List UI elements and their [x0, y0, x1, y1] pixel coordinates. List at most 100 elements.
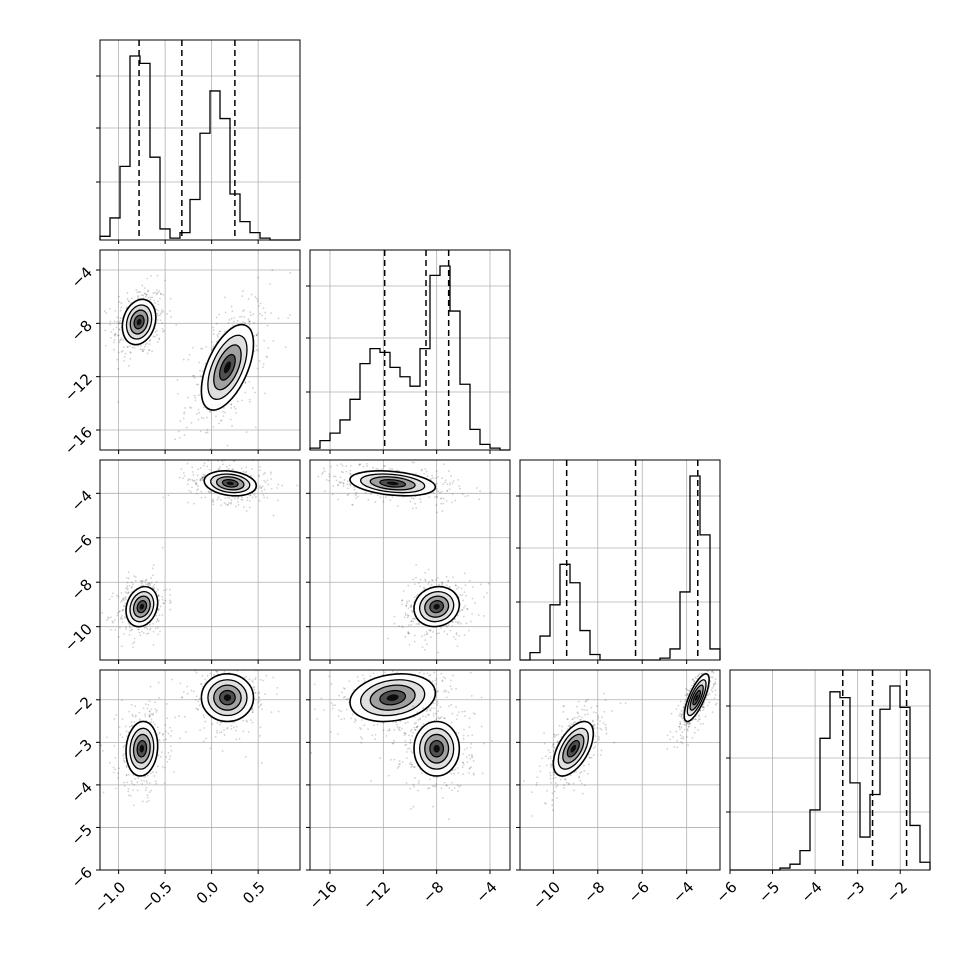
sample-point: [574, 721, 576, 723]
sample-point: [230, 648, 232, 650]
sample-point: [142, 579, 144, 582]
sample-point: [699, 709, 702, 712]
sample-point: [448, 483, 451, 486]
sample-point: [572, 782, 575, 785]
sample-point: [410, 497, 413, 500]
sample-point: [281, 484, 284, 487]
sample-point: [436, 702, 439, 705]
sample-point: [604, 699, 607, 702]
sample-point: [414, 618, 417, 620]
sample-point: [568, 724, 571, 727]
sample-point: [688, 722, 690, 724]
sample-point: [242, 290, 244, 292]
sample-point: [165, 730, 167, 733]
sample-point: [353, 721, 356, 724]
sample-point: [361, 674, 364, 677]
sample-point: [466, 607, 469, 610]
sample-point: [149, 714, 152, 717]
sample-point: [415, 726, 418, 729]
sample-point: [396, 723, 398, 726]
sample-point: [145, 579, 148, 582]
sample-point: [435, 470, 438, 473]
sample-point: [440, 502, 443, 505]
sample-point: [107, 617, 110, 620]
sample-point: [383, 465, 385, 467]
sample-point: [166, 717, 169, 720]
sample-point: [427, 787, 429, 790]
sample-point: [144, 345, 146, 348]
contour-0-4: [570, 744, 577, 753]
sample-point: [411, 763, 413, 766]
sample-point: [277, 499, 279, 502]
sample-point: [441, 797, 444, 799]
sample-point: [413, 726, 416, 729]
sample-point: [195, 695, 198, 698]
sample-point: [174, 438, 176, 441]
sample-point: [257, 701, 259, 704]
sample-point: [440, 672, 443, 675]
panel-frame-3-3: [729, 669, 931, 871]
sample-point: [158, 697, 160, 699]
sample-point: [443, 463, 445, 466]
sample-point: [130, 780, 133, 783]
sample-point: [407, 607, 410, 610]
sample-point: [355, 497, 358, 500]
sample-point: [262, 473, 265, 475]
sample-point: [118, 626, 121, 629]
sample-point: [477, 614, 480, 617]
sample-point: [349, 483, 352, 486]
sample-point: [266, 356, 268, 359]
sample-point: [228, 319, 231, 321]
sample-point: [228, 464, 231, 467]
sample-point: [432, 646, 434, 648]
sample-point: [465, 594, 467, 597]
sample-point: [197, 394, 200, 397]
sample-point: [425, 633, 428, 636]
sample-point: [122, 608, 125, 611]
sample-point: [112, 621, 115, 624]
sample-point: [458, 785, 461, 788]
sample-point: [165, 738, 168, 741]
sample-point: [198, 697, 201, 700]
sample-point: [681, 717, 684, 720]
sample-point: [182, 417, 185, 420]
sample-point: [248, 664, 250, 666]
scatter-panel-1-0: [96, 249, 301, 454]
sample-point: [678, 725, 681, 728]
sample-point: [187, 396, 189, 399]
sample-point: [384, 645, 386, 647]
sample-point: [353, 667, 355, 669]
sample-point: [177, 430, 180, 433]
sample-point: [234, 640, 236, 642]
sample-point: [685, 687, 687, 690]
sample-point: [157, 626, 159, 629]
sample-point: [469, 757, 472, 760]
sample-point: [125, 765, 128, 768]
sample-point: [121, 736, 124, 739]
sample-point: [450, 721, 453, 724]
sample-point: [249, 320, 251, 323]
sample-point: [352, 688, 355, 691]
sample-point: [447, 579, 450, 582]
sample-point: [590, 756, 593, 759]
sample-point: [258, 691, 261, 694]
sample-point: [152, 721, 155, 724]
sample-point: [233, 726, 235, 729]
sample-point: [246, 499, 249, 502]
sample-point: [163, 766, 166, 769]
sample-point: [199, 467, 202, 469]
sample-point: [703, 706, 705, 709]
sample-point: [154, 780, 157, 783]
sample-point: [265, 674, 268, 677]
sample-point: [271, 269, 274, 272]
sample-point: [410, 623, 412, 626]
sample-point: [337, 498, 340, 501]
sample-point: [405, 604, 408, 607]
sample-point: [465, 756, 468, 759]
sample-point: [220, 721, 223, 724]
histogram-step-1: [309, 265, 510, 451]
sample-point: [240, 315, 243, 318]
sample-point: [197, 700, 200, 703]
sample-point: [247, 730, 250, 733]
sample-point: [161, 733, 164, 736]
